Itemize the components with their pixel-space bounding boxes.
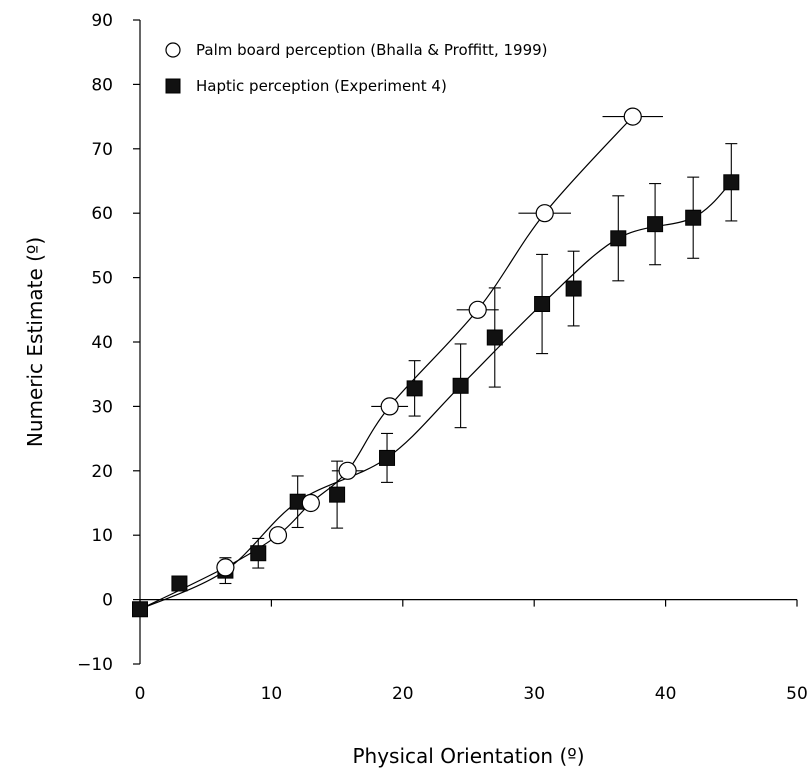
haptic-fit-curve [139, 181, 732, 610]
haptic-point [329, 486, 346, 503]
x-tick-label: 40 [655, 684, 677, 704]
legend: Palm board perception (Bhalla & Proffitt… [165, 41, 548, 95]
haptic-point [647, 216, 664, 233]
haptic-point [406, 380, 423, 397]
y-tick-label: 0 [102, 591, 113, 611]
x-tick-label: 30 [523, 684, 545, 704]
haptic-point [250, 545, 267, 562]
y-tick-label: −10 [77, 655, 113, 675]
error-bars [134, 116, 738, 615]
y-tick-label: 60 [91, 204, 113, 224]
palm-board-point [268, 526, 288, 545]
palm-board-point [216, 558, 235, 577]
axes [139, 20, 797, 664]
haptic-point [723, 174, 740, 191]
y-tick-label: 50 [91, 269, 113, 289]
legend-label-haptic: Haptic perception (Experiment 4) [196, 77, 447, 95]
y-tick-label: 80 [91, 75, 113, 95]
y-axis-title: Numeric Estimate (º) [23, 237, 47, 447]
y-tick-label: 10 [91, 526, 113, 546]
y-tick-label: 90 [91, 11, 113, 31]
haptic-point [132, 601, 148, 618]
haptic-point [171, 575, 188, 592]
haptic-point [610, 230, 627, 247]
palm-board-point [301, 493, 320, 513]
fit-curves [139, 116, 732, 610]
y-tick-label: 30 [91, 397, 113, 417]
x-tick-label: 20 [392, 684, 414, 704]
y-tick-label: 20 [91, 462, 113, 482]
x-tick-label: 0 [135, 684, 146, 704]
y-tick-label: 40 [91, 333, 113, 353]
legend-open-circle-icon [165, 42, 181, 58]
haptic-point [565, 280, 582, 297]
x-axis-title: Physical Orientation (º) [352, 744, 584, 768]
ticks: −10 0 10 20 30 40 50 60 70 80 90 0 10 20 30 40 50 [77, 11, 808, 704]
legend-label-palm-board: Palm board perception (Bhalla & Proffitt… [196, 41, 548, 59]
y-tick-label: 70 [91, 140, 113, 160]
palm-board-point [468, 300, 487, 319]
palm-board-point [535, 204, 554, 223]
palm-board-point [380, 397, 399, 416]
x-tick-label: 50 [786, 684, 808, 704]
data-markers [132, 107, 740, 618]
palm-board-curve [139, 116, 634, 610]
haptic-point [379, 449, 396, 466]
haptic-point [534, 296, 551, 313]
palm-board-point [338, 461, 357, 480]
legend-filled-square-icon [165, 78, 181, 94]
x-tick-label: 10 [261, 684, 283, 704]
haptic-point [685, 209, 702, 226]
haptic-point [452, 377, 469, 394]
palm-board-point [623, 107, 642, 126]
haptic-point [486, 329, 503, 346]
